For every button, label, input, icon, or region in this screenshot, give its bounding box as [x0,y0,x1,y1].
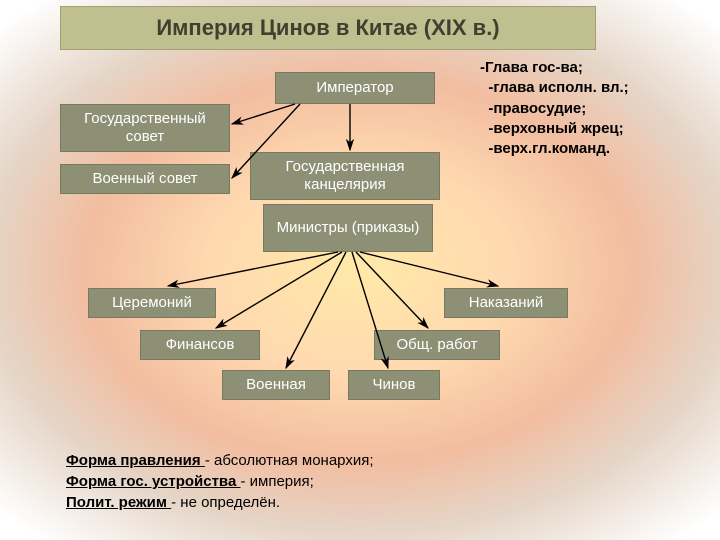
node-min-ranks: Чинов [348,370,440,400]
footer-line: Форма гос. устройства - империя; [66,471,374,492]
node-emperor: Император [275,72,435,104]
list-item: -верховный жрец; [480,119,629,139]
footer-summary: Форма правления - абсолютная монархия; Ф… [66,450,374,513]
node-min-punishments: Наказаний [444,288,568,318]
list-item: -верх.гл.команд. [480,139,629,159]
list-item: -Глава гос-ва; [480,58,629,78]
node-min-public-works: Общ. работ [374,330,500,360]
list-item: -правосудие; [480,99,629,119]
emperor-functions-list: -Глава гос-ва; -глава исполн. вл.; -прав… [480,58,629,159]
node-min-finance: Финансов [140,330,260,360]
node-ministers: Министры (приказы) [263,204,433,252]
node-min-ceremonies: Церемоний [88,288,216,318]
page-title: Империя Цинов в Китае (XIX в.) [60,6,596,50]
footer-line: Форма правления - абсолютная монархия; [66,450,374,471]
node-gov-council: Государственный совет [60,104,230,152]
node-military-council: Военный совет [60,164,230,194]
footer-line: Полит. режим - не определён. [66,492,374,513]
list-item: -глава исполн. вл.; [480,78,629,98]
node-state-chancery: Государственная канцелярия [250,152,440,200]
node-min-military: Военная [222,370,330,400]
